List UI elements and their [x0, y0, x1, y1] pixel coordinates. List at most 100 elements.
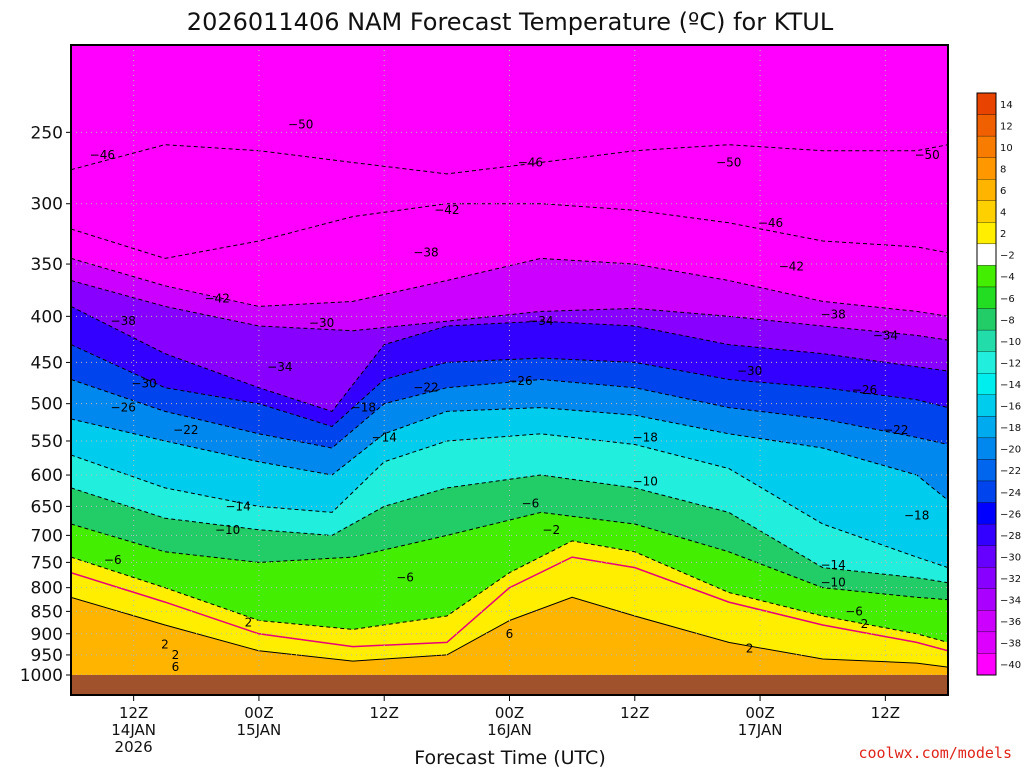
colorbar-label: −34 [1000, 596, 1021, 607]
contour-label: −2 [542, 523, 560, 537]
colorbar-swatch [976, 243, 997, 266]
contour-label: −14 [820, 558, 845, 572]
isotherm-line--26 [71, 344, 948, 428]
contour-label: −18 [904, 508, 929, 522]
colorbar-swatch [976, 480, 997, 503]
y-tick-label: 300 [31, 195, 63, 215]
colorbar-swatch [976, 179, 997, 201]
isotherm-line--10 [71, 474, 948, 584]
y-tick-label: 800 [31, 579, 63, 599]
contour-label: 2 [161, 637, 169, 651]
x-tick-label: 2026 [115, 738, 153, 756]
contour-label: −42 [205, 291, 230, 305]
y-tick-label: 550 [31, 432, 63, 452]
isotherm-line--22 [71, 378, 948, 449]
y-tick-label: 900 [31, 625, 63, 645]
contour-label: −22 [173, 423, 198, 437]
colorbar-swatch [976, 286, 997, 309]
colorbar-swatch [976, 545, 997, 568]
colorbar-swatch [976, 351, 997, 374]
contour-label: −14 [225, 499, 250, 513]
x-axis-label: Forecast Time (UTC) [414, 747, 605, 768]
x-tick-label: 16JAN [487, 721, 532, 739]
colorbar-label: −12 [1000, 358, 1021, 369]
contour-label: −22 [883, 423, 908, 437]
y-tick-label: 950 [31, 646, 63, 666]
plot-area: −50 −46 −46 −50 −50 −42 −46 −38 −42 −42 −38 −30 −34 −… [70, 44, 949, 696]
colorbar-label: 10 [1000, 143, 1013, 154]
contour-label: 2 [746, 642, 754, 656]
colorbar-label: −22 [1000, 466, 1021, 477]
y-tick-label: 250 [31, 123, 63, 143]
y-axis: 250 300 350 400 450 500 550 600 650 700 750 800 850 9… [20, 123, 71, 686]
contour-label: −6 [522, 496, 540, 510]
colorbar-label: 14 [1000, 100, 1013, 111]
x-tick-label: 00Z [244, 704, 273, 722]
colorbar-label: 4 [1000, 208, 1006, 219]
isotherm-line--42 [71, 203, 948, 259]
contour-label: −42 [779, 259, 804, 273]
colorbar-swatch [976, 567, 997, 589]
colorbar-label: 12 [1000, 121, 1013, 132]
colorbar-label: 6 [1000, 186, 1006, 197]
colorbar: 14 12 10 8 6 4 2 −2 −4 −6 −8 −10 −12 −14 −16 −18 −20 −22 −… [976, 92, 1021, 676]
colorbar-label: −36 [1000, 617, 1021, 628]
contour-label: −30 [131, 377, 156, 391]
y-tick-label: 450 [31, 353, 63, 373]
y-tick-label: 500 [31, 395, 63, 415]
colorbar-swatch [976, 610, 997, 633]
ground-surface [71, 675, 948, 695]
colorbar-swatch [976, 329, 997, 352]
contour-label: −34 [873, 328, 898, 342]
contour-label: 2 [861, 617, 869, 631]
contour-label: −10 [215, 523, 240, 537]
x-tick-label: 12Z [119, 704, 148, 722]
colorbar-swatch [976, 222, 997, 245]
colorbar-label: −10 [1000, 337, 1021, 348]
colorbar-label: −40 [1000, 660, 1021, 671]
colorbar-label: −14 [1000, 380, 1021, 391]
contour-label: −50 [716, 155, 741, 169]
contour-label: 2 [245, 616, 253, 630]
x-tick-label: 12Z [620, 704, 649, 722]
colorbar-label: −32 [1000, 574, 1021, 585]
contour-label: −46 [518, 155, 543, 169]
isotherm-line--2 [71, 540, 948, 643]
chart-title: 2026011406 NAM Forecast Temperature (ºC)… [187, 8, 834, 36]
contour-label: −18 [351, 401, 376, 415]
colorbar-swatch [976, 92, 997, 115]
colorbar-label: −38 [1000, 639, 1021, 650]
colorbar-label: −8 [1000, 315, 1015, 326]
colorbar-label: −6 [1000, 294, 1015, 305]
colorbar-swatch [976, 416, 997, 439]
colorbar-label: −24 [1000, 488, 1021, 499]
x-tick-label: 14JAN [111, 721, 156, 739]
contour-label: −30 [737, 364, 762, 378]
contour-label: −38 [820, 307, 845, 321]
colorbar-label: 2 [1000, 229, 1006, 240]
contour-label: −18 [633, 430, 658, 444]
colorbar-label: −28 [1000, 531, 1021, 542]
contour-label: −50 [288, 117, 313, 131]
y-tick-label: 400 [31, 307, 63, 327]
contour-label: −46 [90, 148, 115, 162]
colorbar-label: −18 [1000, 423, 1021, 434]
contour-label: −26 [507, 374, 532, 388]
credit-link[interactable]: coolwx.com/models [858, 744, 1012, 762]
colorbar-label: 8 [1000, 164, 1006, 175]
temperature-band-6 [71, 597, 948, 675]
y-tick-label: 750 [31, 553, 63, 573]
contour-label: −42 [434, 203, 459, 217]
y-tick-label: 850 [31, 602, 63, 622]
contour-label: −26 [852, 383, 877, 397]
y-tick-label: 1000 [20, 666, 63, 686]
colorbar-swatch [976, 308, 997, 331]
contour-label: −50 [914, 148, 939, 162]
isotherm-line--34 [71, 280, 948, 341]
contour-label: 2 [172, 648, 180, 662]
isotherm-line--6 [71, 511, 948, 601]
isotherm-line--18 [71, 407, 948, 501]
contour-label: −30 [309, 316, 334, 330]
contour-label: −38 [111, 314, 136, 328]
